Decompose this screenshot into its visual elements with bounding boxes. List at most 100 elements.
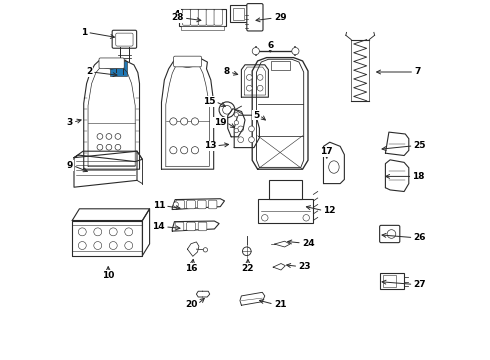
Polygon shape [386,132,409,156]
Text: 22: 22 [242,264,254,273]
FancyBboxPatch shape [197,200,206,209]
Bar [270,61,290,70]
Text: 7: 7 [414,68,420,77]
Text: 28: 28 [172,13,184,22]
Text: 21: 21 [274,300,286,309]
FancyBboxPatch shape [206,9,215,25]
Circle shape [262,215,268,221]
Polygon shape [187,242,199,256]
Text: 15: 15 [203,97,216,106]
Polygon shape [273,264,285,270]
Text: 14: 14 [152,222,165,231]
Circle shape [78,242,86,249]
Circle shape [248,126,254,132]
Circle shape [94,228,102,236]
Circle shape [180,118,188,125]
Circle shape [222,105,231,114]
Bar [233,8,244,20]
Circle shape [97,134,103,139]
Circle shape [238,126,244,132]
Circle shape [238,137,244,143]
Text: 26: 26 [414,233,426,242]
Polygon shape [143,209,149,256]
Text: 9: 9 [67,161,73,170]
FancyBboxPatch shape [198,9,206,25]
Circle shape [125,242,133,249]
Circle shape [257,75,263,80]
Circle shape [234,121,239,125]
Polygon shape [323,142,344,184]
FancyBboxPatch shape [173,56,201,67]
Circle shape [78,228,86,236]
Circle shape [246,75,252,80]
FancyBboxPatch shape [187,200,196,209]
Circle shape [234,113,239,117]
Text: 29: 29 [274,13,287,22]
Text: 12: 12 [323,206,336,215]
Circle shape [219,102,235,118]
Text: 17: 17 [320,148,333,156]
Text: 24: 24 [302,238,315,248]
Circle shape [106,134,112,139]
Circle shape [180,147,188,154]
FancyBboxPatch shape [99,58,124,68]
Polygon shape [386,160,409,192]
Ellipse shape [329,161,339,173]
FancyBboxPatch shape [175,222,184,231]
Text: 19: 19 [214,118,226,127]
Circle shape [97,144,103,150]
Bar [181,26,224,30]
Bar [110,61,127,76]
Polygon shape [242,65,269,97]
Circle shape [192,147,198,154]
Polygon shape [84,59,140,169]
Circle shape [125,228,133,236]
Polygon shape [74,151,137,187]
Circle shape [234,129,239,133]
Polygon shape [72,220,143,256]
Circle shape [109,228,117,236]
FancyBboxPatch shape [112,30,137,48]
Circle shape [203,248,208,252]
Text: 11: 11 [152,202,165,210]
Bar [383,275,396,287]
Circle shape [109,242,117,249]
Text: 6: 6 [267,40,273,49]
Text: 25: 25 [414,141,426,150]
Polygon shape [162,58,214,169]
FancyBboxPatch shape [380,225,400,243]
Text: 27: 27 [414,280,426,289]
Polygon shape [252,58,308,169]
Polygon shape [228,109,245,137]
Bar [380,273,404,289]
Circle shape [192,118,198,125]
Polygon shape [72,209,149,220]
Text: 23: 23 [298,262,311,271]
Circle shape [94,242,102,249]
FancyBboxPatch shape [116,33,133,46]
Circle shape [170,147,177,154]
Circle shape [115,134,121,139]
Circle shape [292,48,299,55]
Bar [179,9,226,26]
Text: 10: 10 [102,271,114,280]
Text: 18: 18 [413,172,425,181]
Circle shape [106,144,112,150]
Polygon shape [74,151,143,162]
Text: 13: 13 [204,141,216,150]
Polygon shape [234,115,259,148]
FancyBboxPatch shape [198,222,207,231]
Circle shape [246,85,252,91]
FancyBboxPatch shape [190,9,198,25]
FancyBboxPatch shape [187,222,196,231]
Text: 3: 3 [67,118,73,127]
Circle shape [252,48,259,55]
Text: 5: 5 [253,111,259,120]
Circle shape [248,137,254,143]
FancyBboxPatch shape [208,200,217,209]
FancyBboxPatch shape [182,9,191,25]
Circle shape [387,230,396,238]
FancyBboxPatch shape [214,9,222,25]
Text: 2: 2 [86,68,92,77]
Text: 4: 4 [173,10,180,19]
